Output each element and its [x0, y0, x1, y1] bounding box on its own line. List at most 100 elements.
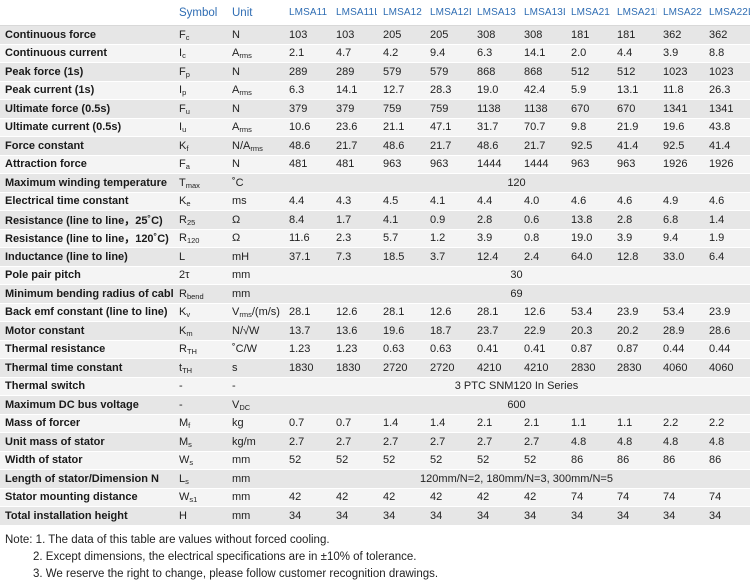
- value-cell: 4.3: [330, 192, 377, 211]
- symbol-main: F: [179, 102, 186, 115]
- value-cell: 34: [283, 506, 330, 526]
- value-cell: 0.41: [518, 340, 565, 359]
- value-cell: 12.6: [330, 303, 377, 322]
- param-label: Peak force (1s): [0, 62, 173, 82]
- param-label: Peak current (1s): [0, 81, 173, 100]
- param-label: Thermal time constant: [0, 358, 173, 378]
- value-cell: 9.8: [565, 118, 611, 137]
- unit-main: -: [232, 380, 236, 393]
- value-cell: 362: [657, 25, 703, 45]
- value-cell: 2.8: [471, 210, 518, 230]
- value-cell: 74: [657, 488, 703, 507]
- merged-value: 30: [283, 266, 750, 285]
- param-label: Total installation height: [0, 506, 173, 526]
- param-label: Attraction force: [0, 155, 173, 174]
- value-cell: 28.3: [424, 81, 471, 100]
- param-label: Ultimate current (0.5s): [0, 118, 173, 137]
- symbol-main: K: [179, 195, 187, 208]
- value-cell: 1138: [471, 99, 518, 119]
- value-cell: 1.2: [424, 229, 471, 248]
- symbol-cell: R120: [173, 229, 226, 248]
- merged-value: 3 PTC SNM120 In Series: [283, 377, 750, 396]
- value-cell: 52: [377, 451, 424, 470]
- value-cell: 10.6: [283, 118, 330, 137]
- unit-main: N: [232, 102, 240, 115]
- symbol-cell: R25: [173, 210, 226, 230]
- symbol-cell: 2τ: [173, 266, 226, 285]
- value-cell: 362: [703, 25, 750, 45]
- symbol-cell: -: [173, 395, 226, 415]
- value-cell: 6.3: [283, 81, 330, 100]
- table-row: Width of stator Ws mm 52 52 52 52 52 52 86 86 86 86: [0, 451, 750, 470]
- symbol-sub: s: [185, 476, 189, 486]
- value-cell: 23.6: [330, 118, 377, 137]
- value-cell: 1444: [518, 155, 565, 174]
- model-header: LMSA12: [377, 0, 424, 26]
- unit-main: A: [232, 121, 240, 134]
- value-cell: 1.4: [377, 414, 424, 433]
- value-cell: 4.0: [518, 192, 565, 211]
- table-row: Ultimate force (0.5s) Fu N 379 379 759 759 1138…: [0, 99, 750, 119]
- table-row: Force constant Kf N/Arms 48.6 21.7 48.6 21.7 48…: [0, 136, 750, 156]
- table-row: Back emf constant (line to line) Kv Vrms/(…: [0, 303, 750, 322]
- unit-main: mm: [232, 509, 251, 522]
- value-cell: 9.4: [424, 44, 471, 63]
- value-cell: 13.8: [565, 210, 611, 230]
- value-cell: 42: [330, 488, 377, 507]
- unit-cell: Arms: [226, 118, 283, 137]
- note-line: 2. Except dimensions, the electrical spe…: [33, 550, 417, 563]
- value-cell: 308: [471, 25, 518, 45]
- value-cell: 19.0: [471, 81, 518, 100]
- value-cell: 52: [518, 451, 565, 470]
- param-label: Stator mounting distance: [0, 488, 173, 507]
- symbol-main: F: [179, 65, 186, 78]
- value-cell: 28.1: [471, 303, 518, 322]
- value-cell: 2.4: [518, 247, 565, 267]
- header-unit: Unit: [226, 0, 283, 26]
- symbol-cell: Fp: [173, 62, 226, 82]
- value-cell: 31.7: [471, 118, 518, 137]
- value-cell: 22.9: [518, 321, 565, 341]
- symbol-main: K: [179, 139, 187, 152]
- table-row: Electrical time constant Ke ms 4.4 4.3 4.5 4.1…: [0, 192, 750, 211]
- value-cell: 2.2: [703, 414, 750, 433]
- value-cell: 481: [330, 155, 377, 174]
- value-cell: 4060: [657, 358, 703, 378]
- value-cell: 9.4: [657, 229, 703, 248]
- table-row: Maximum DC bus voltage - VDC 600: [0, 395, 750, 415]
- value-cell: 34: [518, 506, 565, 526]
- symbol-main: R: [179, 232, 187, 245]
- unit-cell: Ω: [226, 229, 283, 248]
- unit-cell: mm: [226, 469, 283, 489]
- value-cell: 579: [424, 62, 471, 82]
- unit-cell: mm: [226, 488, 283, 507]
- value-cell: 41.4: [611, 136, 657, 156]
- value-cell: 43.8: [703, 118, 750, 137]
- unit-cell: ms: [226, 192, 283, 211]
- model-header: LMSA12L: [424, 0, 471, 26]
- table-row: Thermal time constant tTH s 1830 1830 2720 272…: [0, 358, 750, 378]
- value-cell: 4.4: [611, 44, 657, 63]
- value-cell: 2.7: [518, 432, 565, 452]
- value-cell: 14.1: [330, 81, 377, 100]
- value-cell: 18.7: [424, 321, 471, 341]
- symbol-main: F: [179, 158, 186, 171]
- value-cell: 92.5: [657, 136, 703, 156]
- unit-main: N: [232, 28, 240, 41]
- value-cell: 23.7: [471, 321, 518, 341]
- header-row: Symbol Unit LMSA11 LMSA11L LMSA12 LMSA12…: [0, 0, 750, 26]
- unit-main: s: [232, 361, 238, 374]
- value-cell: 52: [283, 451, 330, 470]
- table-row: Thermal resistance RTH ˚C/W 1.23 1.23 0.63 0.6…: [0, 340, 750, 359]
- param-label: Resistance (line to line，25˚C): [0, 210, 173, 230]
- value-cell: 6.3: [471, 44, 518, 63]
- table-row: Attraction force Fa N 481 481 963 963 1444 1444 9…: [0, 155, 750, 174]
- unit-cell: kg: [226, 414, 283, 433]
- value-cell: 0.8: [518, 229, 565, 248]
- model-header: LMSA11: [283, 0, 330, 26]
- symbol-cell: Mf: [173, 414, 226, 433]
- symbol-cell: Fc: [173, 25, 226, 45]
- symbol-sub: u: [185, 106, 190, 116]
- param-label: Resistance (line to line，120˚C): [0, 229, 173, 248]
